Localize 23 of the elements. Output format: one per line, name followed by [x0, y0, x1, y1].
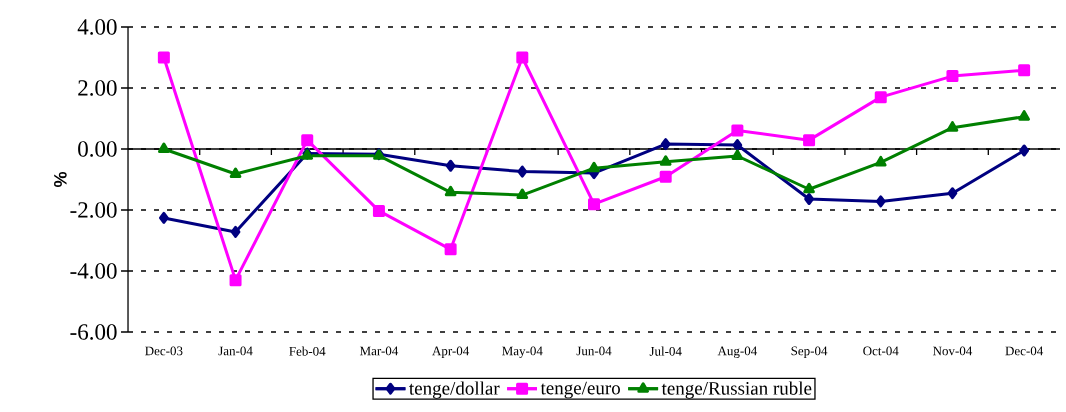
legend-label: tenge/euro	[540, 381, 620, 399]
x-tick-label: Nov-04	[932, 346, 973, 356]
y-tick-label: -4.00	[70, 263, 117, 279]
x-tick-label: Oct-04	[863, 346, 899, 356]
x-tick-label: Sep-04	[791, 346, 828, 358]
y-tick-label: -2.00	[70, 202, 117, 218]
x-tick-label: Dec-03	[145, 346, 183, 356]
x-tick-label: Aug-04	[717, 346, 758, 358]
x-tick-label: Jan-04	[218, 346, 253, 356]
x-tick-label: May-04	[502, 346, 543, 358]
y-axis-title: %	[54, 171, 67, 188]
legend-label: tenge/dollar	[409, 381, 500, 399]
y-tick-label: 2.00	[78, 80, 117, 96]
x-tick-label: Jun-04	[576, 346, 612, 356]
x-tick-label: Dec-04	[1005, 346, 1044, 356]
x-tick-label: Feb-04	[289, 346, 326, 356]
x-tick-label: Mar-04	[359, 346, 399, 356]
y-tick-label: 0.00	[78, 141, 117, 157]
legend-label: tenge/Russian ruble	[661, 381, 812, 399]
y-tick-label: -6.00	[70, 324, 117, 340]
x-tick-label: Apr-04	[432, 346, 470, 358]
x-tick-label: Jul-04	[649, 346, 682, 356]
y-tick-label: 4.00	[77, 19, 117, 35]
